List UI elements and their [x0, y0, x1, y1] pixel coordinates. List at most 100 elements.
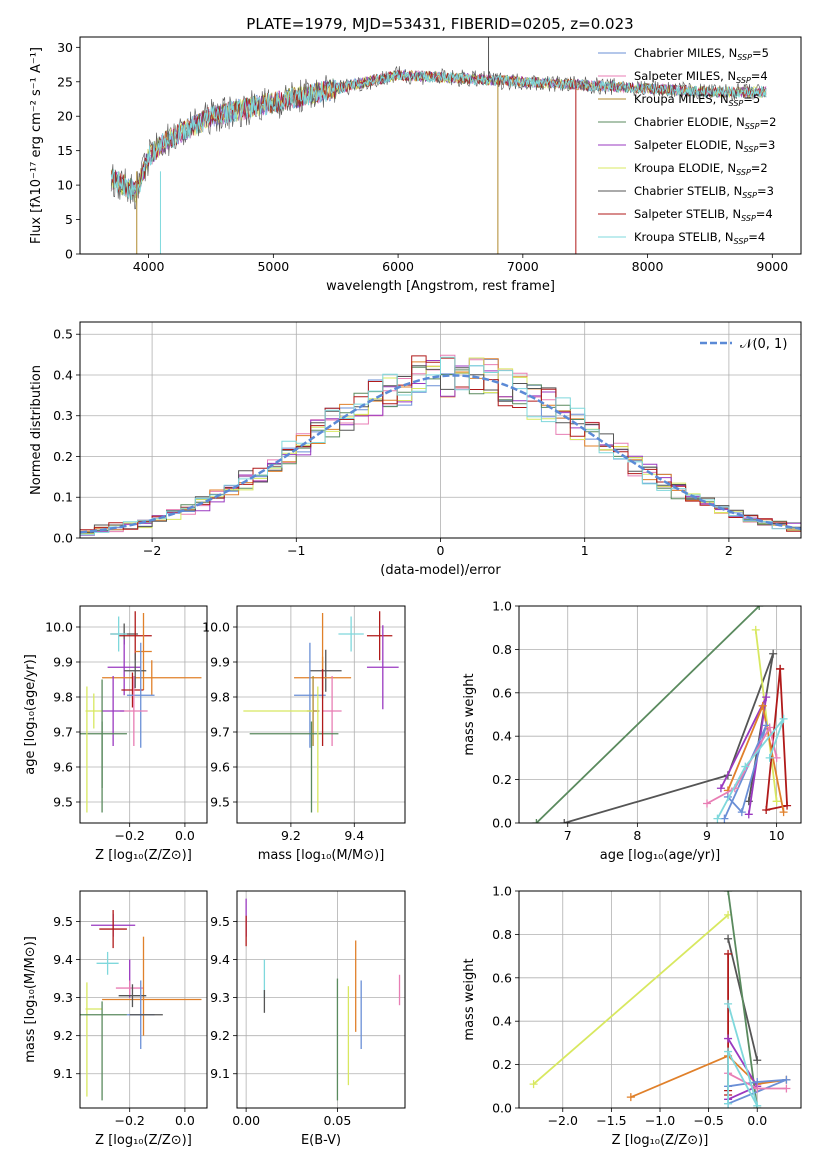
mass_vs_EBV-panel: 0.00 0.05 9.1 9.2 9.3 9.4 9.5 E(B-V) [210, 890, 406, 1148]
plus-marker [744, 810, 753, 819]
plus-marker [762, 805, 771, 814]
data-point [126, 642, 155, 748]
data-point [366, 625, 399, 710]
x-tick-label: −2 [143, 543, 161, 558]
y-tick-label: 9.6 [210, 760, 230, 775]
x-tick-label: 1 [581, 543, 589, 558]
y-tick-label: 0.6 [492, 685, 512, 700]
x-axis-label: (data-model)/error [380, 563, 501, 578]
y-tick-label: 9.7 [210, 725, 230, 740]
spectrum-series-kroupa-stelib [110, 70, 767, 201]
y-tick-label: 1.0 [492, 599, 512, 614]
x-tick-label: 0.05 [324, 1113, 352, 1128]
y-tick-label: 9.3 [210, 990, 230, 1005]
y-tick-label: 10.0 [202, 620, 230, 635]
plus-marker [753, 1056, 762, 1065]
y-tick-label: 0.0 [492, 1101, 512, 1116]
axes-frame [79, 321, 802, 539]
plus-marker [753, 1101, 762, 1108]
y-tick-label: 0.8 [492, 927, 512, 942]
plus-marker [720, 814, 729, 823]
x-tick-label: 0.00 [232, 1113, 260, 1128]
series-line [723, 725, 768, 820]
x-tick-label: 8000 [632, 259, 664, 274]
y-tick-label: 0.4 [492, 729, 512, 744]
y-tick-label: 9.4 [210, 952, 230, 967]
plus-marker [713, 814, 722, 823]
y-tick-label: 0.2 [492, 1057, 512, 1072]
y-axis-label: age [log₁₀(age/yr)] [23, 654, 38, 775]
x-tick-label: −0.2 [115, 1113, 145, 1128]
spectrum-lines [110, 37, 767, 254]
plus-marker [724, 1047, 733, 1056]
y-tick-label: 9.2 [210, 1028, 230, 1043]
data-point [366, 611, 393, 661]
y-tick-label: 9.4 [53, 952, 73, 967]
y-tick-label: 0.3 [53, 408, 73, 423]
y-tick-label: 9.9 [210, 655, 230, 670]
plus-marker [769, 649, 778, 658]
x-tick-label: 5000 [257, 259, 289, 274]
plus-marker [772, 753, 781, 762]
y-tick-label: 9.8 [210, 690, 230, 705]
y-tick-label: 0.2 [53, 449, 73, 464]
gaussian-curve [80, 374, 801, 534]
age_vs_mass-points [243, 611, 399, 813]
y-axis-label: mass weight [462, 673, 477, 755]
x-tick-label: 0.0 [175, 828, 195, 843]
plus-marker [724, 1099, 733, 1108]
y-tick-label: 5 [65, 212, 73, 227]
plus-marker [741, 762, 750, 771]
data-point [309, 649, 342, 692]
data-point [135, 613, 152, 690]
mass_weight_vs_age-panel: 7 8 9 10 0.0 0.2 0.4 0.6 0.8 1.0 age [log₁₀(age/yr… [462, 599, 802, 863]
x-axis-label: Z [log₁₀(Z/Z⊙)] [612, 1133, 709, 1148]
data-point [294, 642, 326, 748]
x-axis-label: wavelength [Angstrom, rest frame] [326, 279, 555, 294]
data-point [102, 676, 125, 746]
axes-frame [79, 605, 208, 824]
y-tick-label: 15 [57, 143, 73, 158]
mass_vs_Z-points [80, 910, 202, 1101]
axes-frame [518, 605, 802, 824]
data-point [102, 660, 202, 696]
age_vs_Z-panel: −0.2 0.0 9.5 9.6 9.7 9.8 9.9 10.0 Z [log₁₀(Z/Z⊙)… [23, 605, 208, 863]
plus-marker [724, 999, 733, 1008]
x-tick-label: 0 [437, 543, 445, 558]
x-tick-label: 4000 [133, 259, 165, 274]
y-tick-label: 9.8 [53, 690, 73, 705]
legend-label: Salpeter MILES, NSSP=4 [634, 69, 768, 85]
x-tick-label: 7 [564, 828, 572, 843]
plus-marker [779, 714, 788, 723]
series-line [716, 718, 785, 820]
legend-label: Kroupa STELIB, NSSP=4 [634, 230, 765, 246]
y-tick-label: 30 [57, 40, 73, 55]
y-tick-label: 9.1 [210, 1066, 230, 1081]
plus-marker [783, 801, 792, 810]
x-tick-label: −0.2 [115, 828, 145, 843]
plus-marker [703, 799, 711, 808]
x-tick-label: 7000 [507, 259, 539, 274]
plus-marker [755, 606, 764, 610]
data-point [118, 984, 147, 1008]
figure-title: PLATE=1979, MJD=53431, FIBERID=0205, z=0… [246, 15, 633, 33]
residual-histograms [80, 354, 801, 537]
x-tick-label: −0.5 [693, 1113, 723, 1128]
legend-label: Chabrier STELIB, NSSP=3 [634, 184, 774, 200]
mass_vs_EBV-points [245, 898, 401, 1101]
data-point [121, 672, 144, 708]
plus-marker [753, 1084, 762, 1093]
x-tick-label: 0.0 [175, 1113, 195, 1128]
plus-marker [751, 625, 760, 634]
plus-marker [765, 753, 774, 762]
y-tick-label: 0.8 [492, 642, 512, 657]
x-tick-label: 8 [633, 828, 641, 843]
x-tick-label: 0.0 [747, 1113, 767, 1128]
y-tick-label: 9.5 [53, 914, 73, 929]
plus-marker [782, 1075, 791, 1084]
x-axis-label: E(B-V) [301, 1133, 341, 1148]
residuals-panel: −2 −1 0 1 2 0.0 0.1 0.2 0.3 0.4 0.5 (data-model)/er… [29, 321, 802, 578]
y-tick-label: 9.5 [210, 795, 230, 810]
y-tick-label: 20 [57, 109, 73, 124]
x-tick-label: −1.0 [645, 1113, 675, 1128]
